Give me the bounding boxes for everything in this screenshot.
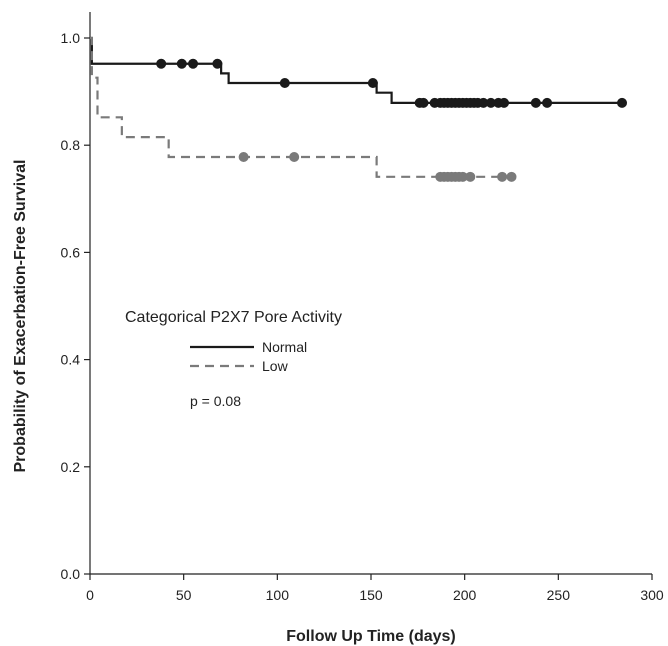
x-ticks: 0 50 100 150 200 250 300 [86, 574, 664, 603]
censor-mark-normal [485, 97, 496, 108]
x-tick-label: 100 [266, 587, 290, 603]
legend-label-normal: Normal [262, 339, 307, 355]
y-tick-label: 0.2 [61, 459, 81, 475]
y-ticks: 0.0 0.2 0.4 0.6 0.8 1.0 [61, 30, 90, 582]
censor-mark-normal [617, 97, 628, 108]
censor-mark-normal [542, 97, 553, 108]
censor-mark-low [238, 151, 249, 162]
censor-mark-low [465, 171, 476, 182]
x-tick-label: 300 [640, 587, 664, 603]
censor-mark-low [506, 171, 517, 182]
series-normal [90, 36, 628, 108]
censor-mark-normal [279, 78, 290, 89]
censor-mark-low [289, 151, 300, 162]
censor-mark-low [457, 171, 468, 182]
censor-mark-normal [156, 58, 167, 69]
series-layer [90, 36, 628, 182]
series-line-normal [90, 36, 623, 104]
censor-mark-normal [499, 97, 510, 108]
censor-mark-normal [530, 97, 541, 108]
x-tick-label: 0 [86, 587, 94, 603]
censor-mark-normal [418, 97, 429, 108]
x-tick-label: 250 [547, 587, 571, 603]
series-low [90, 36, 517, 182]
y-tick-label: 0.6 [61, 244, 81, 260]
y-tick-label: 0.8 [61, 137, 81, 153]
censor-mark-normal [212, 58, 223, 69]
x-axis-title: Follow Up Time (days) [286, 628, 456, 645]
y-tick-label: 0.0 [61, 566, 81, 582]
series-line-low [90, 36, 512, 178]
censor-mark-normal [176, 58, 187, 69]
y-tick-label: 0.4 [61, 352, 81, 368]
censor-mark-low [497, 171, 508, 182]
axes: 0 50 100 150 200 250 300 0.0 0.2 0.4 0.6 0.8 1.0 [61, 12, 664, 603]
censor-mark-normal [188, 58, 199, 69]
legend: Categorical P2X7 Pore Activity Normal Lo… [125, 309, 342, 374]
censor-mark-normal [478, 97, 489, 108]
y-axis-title: Probability of Exacerbation-Free Surviva… [12, 160, 29, 473]
x-tick-label: 50 [176, 587, 192, 603]
p-value-annotation: p = 0.08 [190, 393, 241, 409]
x-tick-label: 150 [359, 587, 383, 603]
legend-title: Categorical P2X7 Pore Activity [125, 309, 342, 326]
x-tick-label: 200 [453, 587, 477, 603]
y-tick-label: 1.0 [61, 30, 81, 46]
legend-label-low: Low [262, 358, 289, 374]
censor-mark-normal [367, 78, 378, 89]
